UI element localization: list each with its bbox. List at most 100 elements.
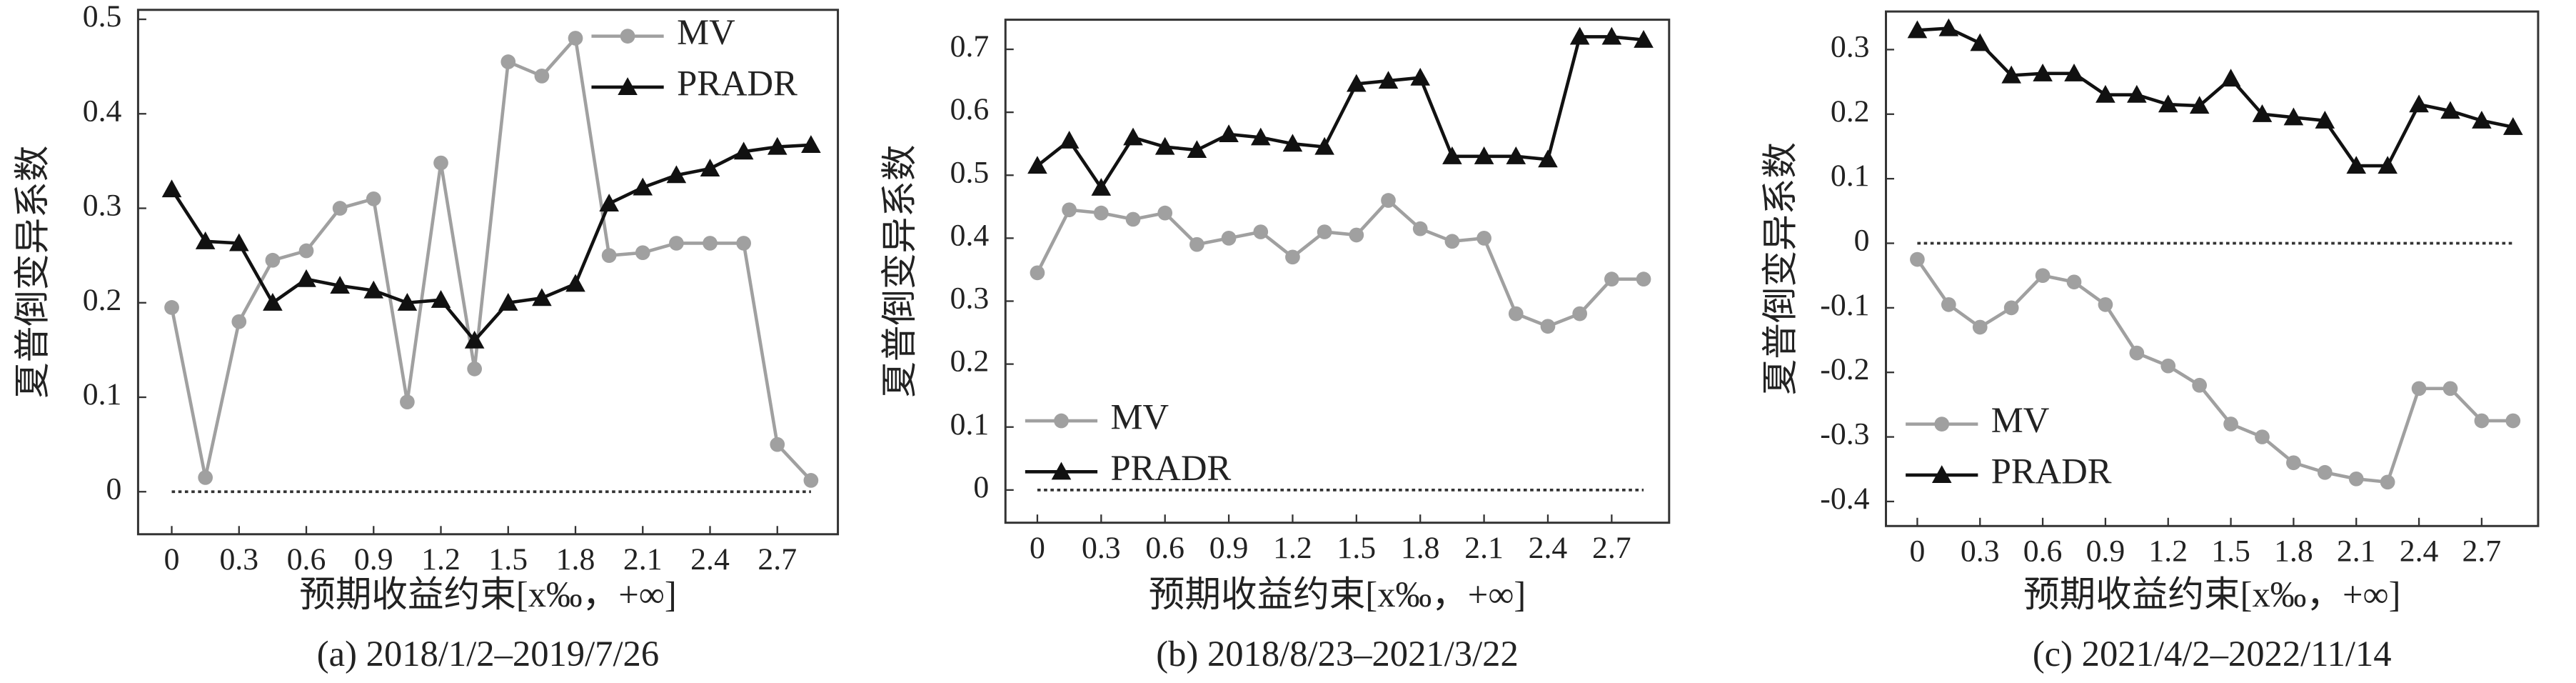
data-point [2442,381,2458,397]
data-point [1157,205,1173,221]
data-point [599,194,619,211]
y-tick-label: 0 [973,470,989,504]
x-tick-label: 0.6 [287,542,326,577]
data-point [601,248,617,264]
legend-marker [1051,462,1072,480]
data-point [2346,156,2367,174]
legend-label: MV [1991,400,2050,440]
legend-marker [1934,417,1950,432]
y-tick-label: 0.3 [950,281,990,316]
data-point [1189,236,1204,252]
data-point [2317,464,2333,480]
y-tick-label: 0.7 [950,29,990,64]
data-point [1030,265,1045,281]
data-point [1027,156,1047,174]
x-tick-label: 1.2 [1273,531,1312,565]
data-point [363,280,384,299]
data-point [1601,26,1622,45]
plot-frame [1885,10,2540,527]
y-tick-label: 0.3 [83,189,122,223]
data-point [330,276,350,294]
data-point [532,288,552,306]
data-point [1540,319,1556,334]
data-point [2440,101,2460,119]
data-point [1444,234,1460,249]
x-tick-label: 1.5 [488,542,528,577]
x-tick-label: 2.7 [758,542,797,577]
x-tick-label: 2.4 [2400,534,2439,568]
data-point [1910,251,1925,267]
data-point [1314,136,1334,155]
data-point [1123,127,1143,146]
data-point [397,292,418,311]
data-point [2160,358,2176,374]
data-point [2503,117,2523,135]
chart-caption: (a) 2018/1/2–2019/7/26 [317,634,659,674]
data-point [1253,224,1269,239]
y-tick-label: 0 [1854,224,1870,258]
data-point [195,231,216,249]
x-tick-label: 1.2 [421,542,461,577]
data-point [770,437,785,452]
data-point [803,473,819,488]
data-point [498,292,518,311]
legend-label: PRADR [1111,448,1232,488]
data-point [2286,455,2301,471]
data-point [1347,74,1367,92]
y-axis-label: 夏普倒变异系数 [1760,142,1800,395]
data-point [1410,67,1431,86]
data-point [265,252,281,268]
data-point [2003,300,2019,316]
data-point [2095,84,2115,103]
legend-marker [1931,465,1952,483]
data-point [2127,84,2147,103]
data-point [1059,130,1080,149]
data-point [161,179,182,198]
legend-label: PRADR [1991,452,2112,492]
y-tick-label: 0.6 [950,92,990,126]
data-point [1062,202,1077,218]
data-point [2098,296,2113,312]
data-point [198,470,213,485]
data-point [2001,65,2021,84]
data-point [1508,306,1524,321]
data-point [1972,319,1988,335]
x-tick-label: 1.8 [2274,534,2313,568]
data-point [1154,136,1175,155]
data-point [633,177,653,196]
series-line [1916,258,2513,484]
data-point [1219,124,1239,143]
data-point [700,159,720,177]
data-point [2411,381,2427,397]
x-tick-label: 2.1 [1464,531,1504,565]
data-point [703,236,718,251]
data-point [2348,471,2364,487]
data-point [1970,33,1991,51]
data-point [2035,268,2051,284]
data-point [433,155,448,171]
data-point [2380,474,2395,490]
data-point [2283,107,2304,126]
y-tick-label: 0.2 [950,344,990,379]
data-point [1378,71,1399,89]
data-point [1285,249,1300,265]
y-axis-label: 夏普倒变异系数 [12,146,52,399]
legend-label: MV [677,12,735,52]
data-point [263,292,283,311]
y-axis-label: 夏普倒变异系数 [880,145,920,398]
data-point [1349,227,1364,243]
data-point [2474,413,2490,429]
data-point [1381,193,1396,208]
data-point [366,191,381,206]
x-tick-label: 0.9 [354,542,393,577]
plot-frame [136,9,840,536]
data-point [231,314,247,329]
legend-label: PRADR [677,64,798,104]
data-point [534,69,550,84]
data-point [1442,146,1462,164]
data-point [1907,20,1928,39]
data-point [635,245,650,261]
x-tick-label: 2.7 [2462,534,2502,568]
data-point [1093,205,1109,221]
